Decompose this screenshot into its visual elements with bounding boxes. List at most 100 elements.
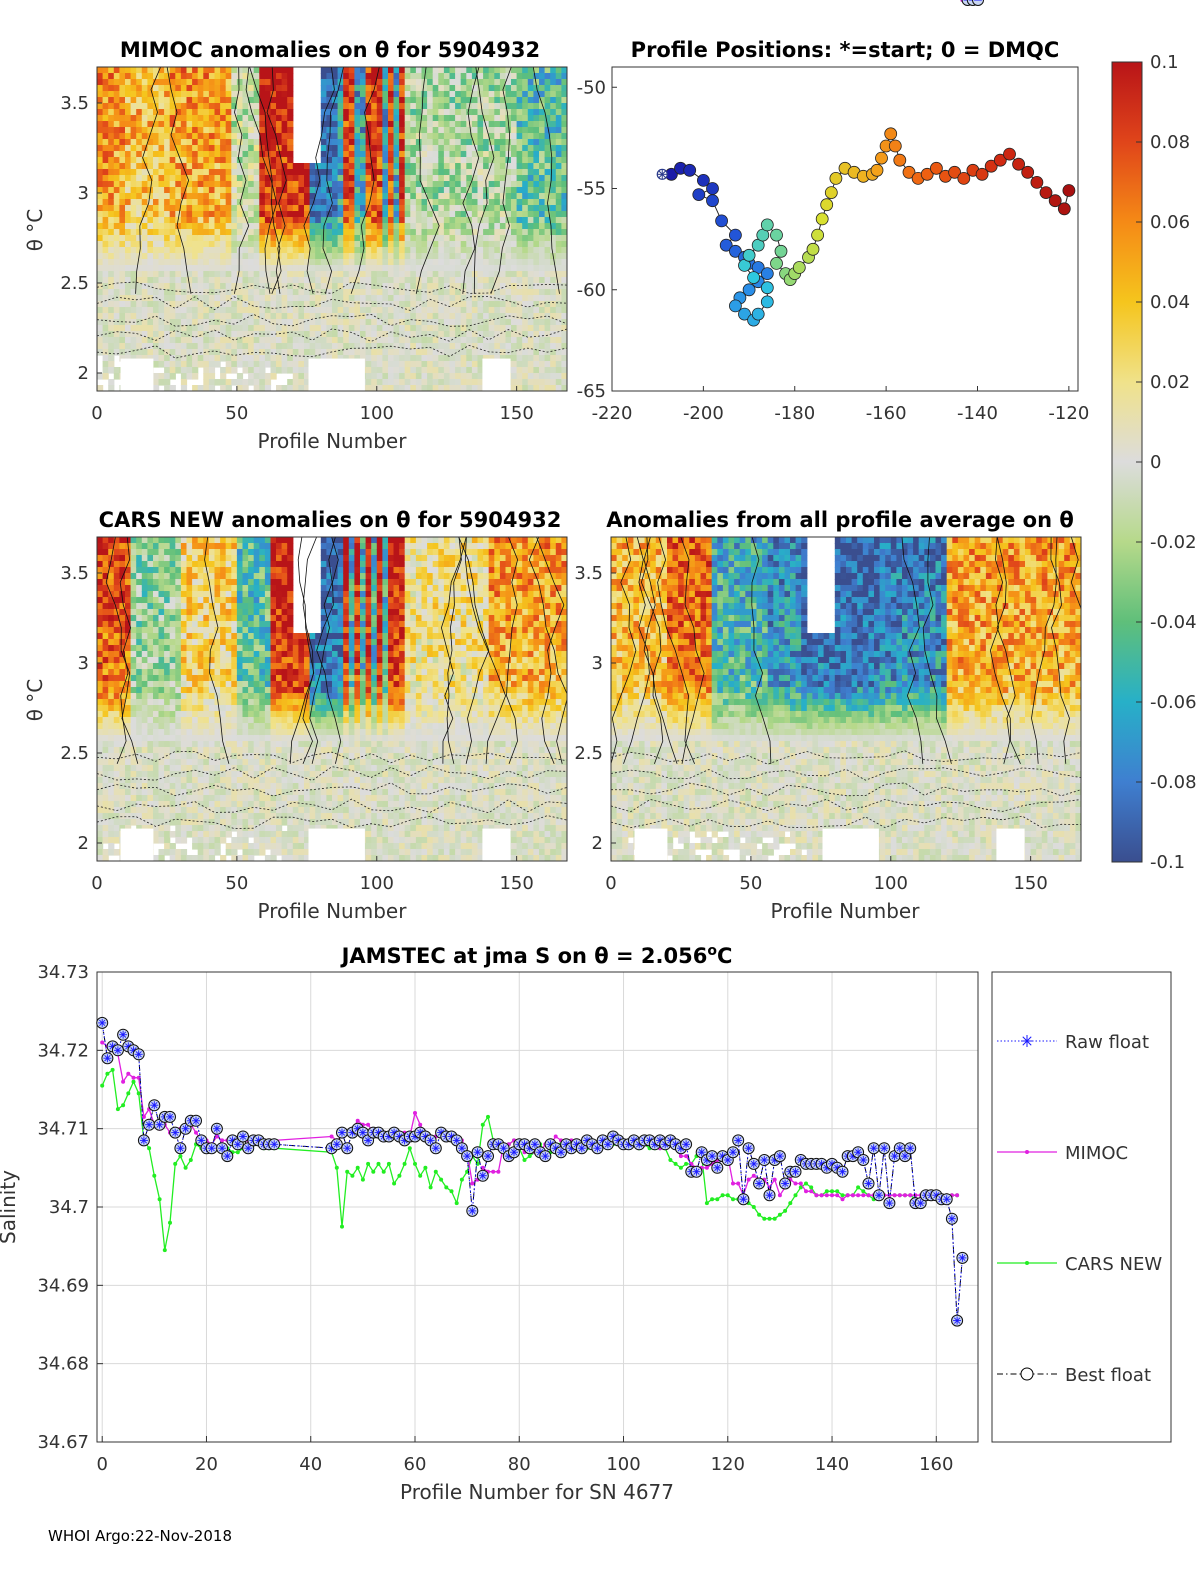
heatmap-cell	[264, 91, 272, 98]
heatmap-cell	[410, 295, 417, 302]
heatmap-cell	[253, 67, 260, 74]
heatmap-cell	[371, 361, 378, 368]
heatmap-cell	[561, 79, 567, 86]
heatmap-cell	[388, 85, 395, 92]
heatmap-cell	[371, 349, 378, 356]
heatmap-cell	[455, 79, 462, 86]
heatmap-cell	[236, 265, 244, 272]
heatmap-cell	[438, 385, 445, 391]
heatmap-cell	[337, 133, 344, 140]
heatmap-cell	[125, 819, 132, 826]
track-point	[751, 307, 765, 321]
heatmap-cell	[192, 151, 199, 158]
heatmap-cell	[360, 67, 367, 74]
heatmap-cell	[348, 295, 355, 302]
x-tick-label: 150	[499, 403, 533, 424]
heatmap-cell	[455, 205, 462, 212]
heatmap-cell	[119, 103, 126, 110]
heatmap-cell	[415, 235, 423, 242]
heatmap-cell	[399, 163, 406, 170]
heatmap-cell	[460, 109, 467, 116]
heatmap-cell	[499, 319, 507, 326]
heatmap-cell	[388, 259, 395, 266]
heatmap-cell	[102, 301, 109, 308]
heatmap-cell	[281, 301, 288, 308]
heatmap-cell	[119, 777, 126, 784]
heatmap-cell	[320, 79, 327, 86]
heatmap-cell	[264, 187, 272, 194]
heatmap-cell	[550, 229, 557, 236]
heatmap-cell	[443, 121, 451, 128]
heatmap-cell	[343, 79, 350, 86]
heatmap-cell	[561, 331, 567, 338]
heatmap-cell	[292, 217, 299, 224]
heatmap-cell	[332, 295, 339, 302]
heatmap-cell	[192, 73, 199, 80]
heatmap-cell	[432, 313, 439, 320]
heatmap-cell	[119, 615, 126, 622]
heatmap-cell	[382, 373, 389, 380]
heatmap-cell	[242, 187, 249, 194]
heatmap-cell	[102, 729, 109, 736]
heatmap-cell	[113, 277, 120, 284]
heatmap-cell	[298, 379, 305, 386]
heatmap-cell	[438, 187, 445, 194]
heatmap-cell	[410, 199, 417, 206]
heatmap-cell	[108, 79, 115, 86]
heatmap-cell	[494, 97, 501, 104]
heatmap-cell	[270, 109, 277, 116]
heatmap-cell	[332, 253, 339, 260]
heatmap-cell	[192, 307, 199, 314]
heatmap-cell	[544, 271, 551, 278]
heatmap-cell	[315, 199, 322, 206]
heatmap-cell	[365, 211, 372, 218]
heatmap-cell	[354, 253, 361, 260]
heatmap-cell	[320, 337, 327, 344]
heatmap-cell	[438, 355, 445, 362]
heatmap-cell	[343, 85, 350, 92]
heatmap-cell	[438, 103, 445, 110]
heatmap-cell	[304, 241, 311, 248]
heatmap-cell	[97, 579, 104, 586]
x-tick-label: -160	[866, 403, 907, 424]
heatmap-cell	[332, 217, 339, 224]
colorbar-tick-label: -0.08	[1150, 772, 1197, 793]
heatmap-cell	[443, 253, 451, 260]
heatmap-cell	[180, 157, 188, 164]
heatmap-cell	[483, 349, 490, 356]
heatmap-cell	[550, 163, 557, 170]
heatmap-cell	[427, 325, 434, 332]
heatmap-cell	[516, 199, 523, 206]
heatmap-cell	[544, 229, 551, 236]
heatmap-cell	[438, 235, 445, 242]
heatmap-cell	[354, 295, 361, 302]
heatmap-cell	[180, 79, 188, 86]
heatmap-cell	[388, 385, 395, 391]
heatmap-cell	[320, 355, 327, 362]
heatmap-cell	[102, 831, 109, 838]
heatmap-cell	[382, 343, 389, 350]
heatmap-cell	[527, 307, 534, 314]
heatmap-cell	[281, 109, 288, 116]
heatmap-cell	[287, 97, 294, 104]
heatmap-cell	[102, 621, 109, 628]
heatmap-cell	[555, 217, 562, 224]
heatmap-cell	[113, 331, 120, 338]
heatmap-cell	[203, 379, 210, 386]
heatmap-cell	[427, 361, 434, 368]
heatmap-cell	[97, 609, 104, 616]
heatmap-cell	[415, 223, 423, 230]
heatmap-cell	[516, 223, 523, 230]
heatmap-cell	[225, 157, 232, 164]
heatmap-cell	[281, 175, 288, 182]
heatmap-cell	[354, 283, 361, 290]
heatmap-cell	[315, 175, 322, 182]
heatmap-cell	[415, 175, 423, 182]
heatmap-cell	[382, 115, 389, 122]
heatmap-cell	[511, 139, 518, 146]
heatmap-cell	[455, 295, 462, 302]
heatmap-cell	[511, 73, 518, 80]
heatmap-cell	[220, 235, 227, 242]
heatmap-cell	[332, 211, 339, 218]
